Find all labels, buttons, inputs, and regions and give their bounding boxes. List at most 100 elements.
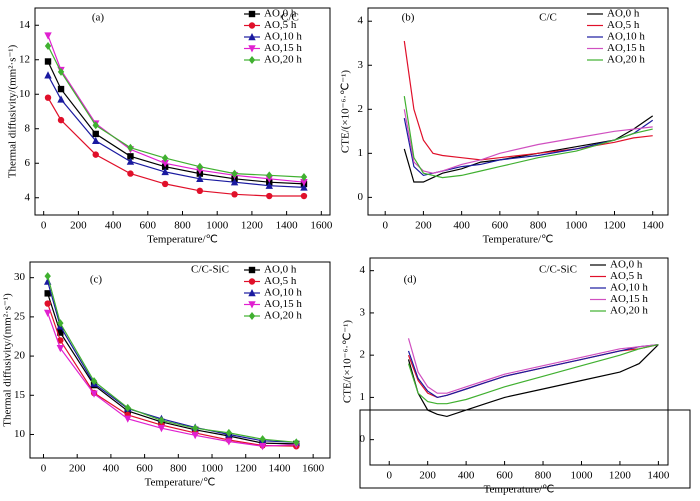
x-axis-label: Temperature/℃: [147, 234, 218, 246]
y-tick-label: 10: [19, 88, 31, 100]
marker: [44, 272, 51, 281]
y-tick-label: 2: [360, 349, 366, 361]
marker: [57, 319, 64, 328]
x-tick-label: 0: [41, 220, 47, 232]
marker: [127, 153, 134, 160]
y-axis-label: Thermal diffusivity/(mm²·s⁻¹): [7, 44, 19, 178]
marker: [57, 116, 65, 124]
marker: [191, 432, 199, 440]
marker: [196, 162, 204, 171]
x-tick-label: 1200: [235, 463, 258, 475]
marker: [300, 173, 308, 182]
series-line: [407, 344, 659, 399]
legend-label: AO,10 h: [264, 287, 302, 299]
y-tick-label: 0: [358, 191, 364, 203]
legend-marker: [248, 22, 256, 29]
x-tick-label: 200: [69, 463, 86, 475]
chart-title: C/C-SiC: [191, 264, 229, 276]
chart-title: C/C: [539, 12, 557, 24]
x-tick-label: 0: [386, 470, 392, 482]
y-tick-label: 25: [14, 310, 26, 322]
marker: [266, 192, 273, 200]
marker: [44, 58, 52, 65]
marker: [90, 390, 98, 398]
marker: [43, 309, 52, 317]
marker: [57, 329, 64, 336]
legend-label: AO,20 h: [264, 54, 302, 66]
y-tick-label: 4: [358, 15, 364, 27]
marker: [265, 181, 273, 189]
marker: [161, 180, 169, 188]
overlay-box: [359, 409, 691, 489]
y-tick-label: 4: [360, 264, 366, 276]
y-tick-label: 2: [358, 103, 364, 115]
marker: [124, 403, 131, 412]
series-line: [407, 338, 659, 394]
legend-marker: [248, 278, 256, 285]
x-tick-label: 600: [492, 220, 509, 232]
y-tick-label: 10: [14, 428, 26, 440]
legend-label: AO,5 h: [610, 270, 643, 282]
marker: [300, 183, 308, 191]
x-tick-label: 0: [382, 220, 388, 232]
y-tick-label: 12: [19, 53, 30, 65]
y-tick-label: 3: [360, 306, 366, 318]
plot-frame: [367, 7, 669, 216]
marker: [161, 160, 169, 168]
marker: [57, 67, 65, 76]
x-tick-label: 1600: [310, 220, 333, 232]
legend-label: AO,15 h: [264, 42, 302, 54]
marker: [266, 171, 273, 180]
x-tick-label: 1200: [609, 470, 632, 482]
y-tick-label: 4: [25, 191, 31, 203]
legend-label: AO,5 h: [607, 19, 640, 31]
x-tick-label: 400: [105, 220, 122, 232]
marker: [157, 425, 166, 433]
y-tick-label: 15: [14, 389, 26, 401]
marker: [161, 154, 169, 163]
y-tick-label: 30: [14, 271, 26, 283]
legend-marker: [248, 45, 256, 53]
legend-label: AO,5 h: [264, 19, 297, 31]
series-line: [47, 45, 305, 178]
marker: [127, 143, 134, 152]
marker: [92, 121, 99, 130]
legend-marker: [248, 266, 256, 274]
x-tick-label: 1000: [206, 220, 229, 232]
marker: [196, 174, 204, 182]
y-tick-label: 3: [358, 59, 364, 71]
x-tick-label: 1200: [241, 220, 264, 232]
y-axis-label: CTE/(×10⁻⁶·℃⁻¹): [340, 70, 352, 153]
marker: [57, 85, 65, 93]
marker: [231, 191, 238, 198]
legend-label: AO,10 h: [264, 31, 302, 43]
series-line: [407, 344, 659, 418]
marker: [44, 94, 52, 101]
y-tick-label: 8: [25, 122, 31, 134]
x-tick-label: 1000: [201, 463, 224, 475]
legend-label: AO,15 h: [610, 293, 648, 305]
legend-label: AO,20 h: [607, 54, 645, 66]
marker: [57, 337, 64, 344]
series-line: [47, 275, 297, 443]
plot-frame: [369, 257, 669, 466]
marker: [158, 416, 165, 425]
chart-title: C/C: [281, 12, 299, 24]
chart-title: C/C-SiC: [539, 264, 577, 276]
panel-label: (d): [404, 274, 417, 286]
marker: [258, 443, 267, 451]
legend-label: AO,15 h: [607, 42, 645, 54]
marker: [44, 300, 51, 307]
y-tick-label: 6: [25, 157, 31, 169]
x-tick-label: 400: [103, 463, 120, 475]
marker: [57, 95, 65, 103]
y-tick-label: 1: [360, 391, 366, 403]
series-line: [47, 75, 305, 188]
series-line: [403, 115, 654, 183]
marker: [127, 170, 134, 177]
legend-label: AO,0 h: [264, 8, 297, 20]
marker: [44, 71, 52, 79]
x-tick-label: 1400: [268, 463, 291, 475]
marker: [293, 438, 300, 447]
x-tick-label: 400: [458, 470, 475, 482]
